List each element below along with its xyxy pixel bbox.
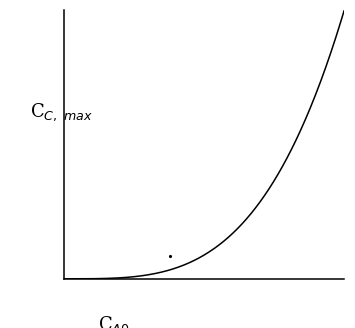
Text: C$_{C,\ max}$: C$_{C,\ max}$ (30, 101, 93, 123)
Text: C$_{A0}$: C$_{A0}$ (98, 314, 129, 328)
